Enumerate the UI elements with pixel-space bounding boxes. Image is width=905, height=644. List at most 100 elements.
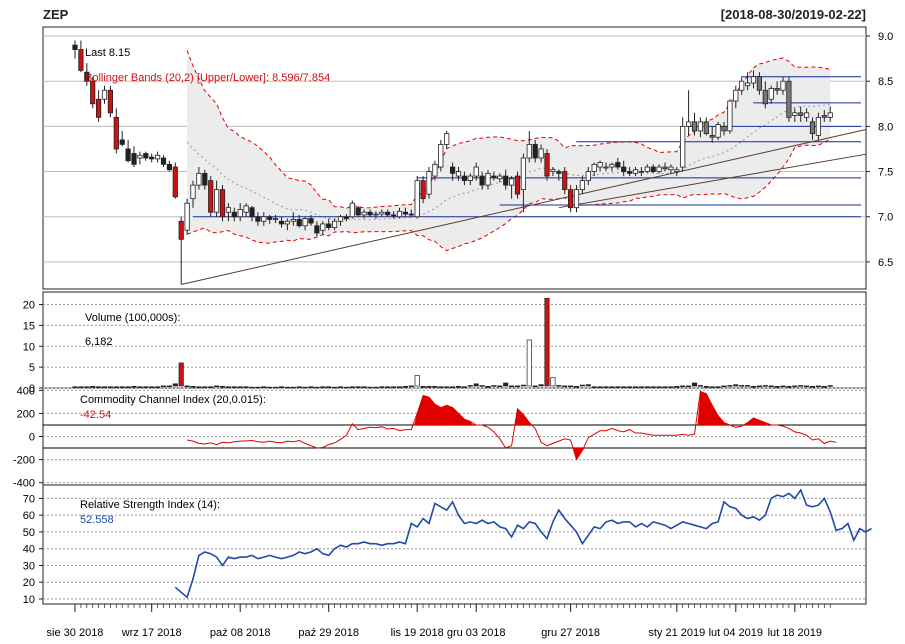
bollinger-upper-line: [186, 50, 831, 209]
candle-body: [444, 133, 450, 145]
vol-tick-label: 0: [29, 383, 35, 395]
volume-bar: [349, 386, 355, 388]
candle-body: [556, 171, 562, 174]
candle-body: [414, 180, 420, 218]
volume-bar: [137, 386, 143, 388]
cci-overbought-fill: [349, 391, 769, 425]
price-frame: [42, 26, 867, 290]
volume-bar: [208, 386, 214, 388]
candle-body: [727, 100, 733, 132]
candle-body: [715, 124, 721, 138]
rsi-tick-label: 60: [23, 510, 35, 522]
candle-body: [261, 216, 267, 222]
date-range: [2018-08-30/2019-02-22]: [721, 7, 866, 22]
candle-body: [361, 211, 367, 216]
volume-bar: [568, 385, 574, 388]
volume-bar: [703, 385, 709, 388]
volume-bar: [261, 386, 267, 388]
candle-body: [137, 154, 143, 159]
volume-bar: [762, 385, 768, 387]
candle-body: [650, 166, 656, 172]
candle-body: [621, 166, 627, 172]
rsi-tick-label: 70: [23, 493, 35, 505]
candle-body: [219, 189, 226, 218]
x-tick-label: wrz 17 2018: [121, 627, 182, 639]
volume-bar: [609, 386, 615, 388]
volume-bar: [337, 386, 344, 388]
volume-bar: [680, 385, 686, 388]
volume-bar: [113, 386, 119, 388]
cci-label: Commodity Channel Index (20,0.015):: [80, 394, 266, 406]
volume-bar: [196, 386, 202, 388]
candle-body: [237, 209, 243, 218]
candle-body: [697, 121, 704, 132]
candle-body: [609, 163, 615, 168]
volume-bar: [656, 386, 662, 388]
candle-body: [762, 89, 768, 105]
candle-body: [267, 216, 273, 220]
volume-bar: [143, 386, 149, 388]
candle-body: [231, 211, 237, 218]
candle-body: [461, 175, 468, 181]
volume-bar: [579, 384, 585, 387]
x-tick-label: paź 29 2018: [298, 627, 359, 639]
candle-body: [479, 175, 485, 186]
volume-bar: [184, 385, 190, 388]
volume-bar: [326, 386, 332, 388]
volume-bar: [450, 386, 456, 388]
volume-bar: [190, 385, 196, 388]
x-tick-label: lis 19 2018: [391, 627, 444, 639]
volume-bar: [101, 386, 108, 388]
candle-body: [449, 166, 456, 174]
candle-body: [691, 121, 698, 132]
volume-value: 6,182: [85, 336, 113, 348]
candle-body: [538, 148, 544, 159]
volume-bar: [290, 386, 296, 389]
price-tick-label: 8.5: [878, 76, 893, 88]
volume-bar: [674, 385, 680, 388]
volume-bar: [367, 386, 373, 389]
candle-body: [296, 219, 302, 227]
candle-body: [467, 175, 473, 181]
volume-bar: [691, 382, 698, 387]
candle-body: [686, 121, 692, 127]
candle-body: [320, 223, 326, 231]
candle-body: [314, 225, 320, 234]
volume-bar: [361, 386, 367, 388]
volume-bar: [697, 385, 703, 387]
cci-oversold-fill: [573, 448, 586, 460]
candle-body: [568, 189, 574, 209]
candle-body: [485, 172, 491, 186]
candle-body: [821, 115, 827, 118]
candle-body: [90, 80, 96, 105]
candle-body: [213, 189, 220, 213]
candle-body: [526, 144, 532, 159]
volume-bar: [473, 383, 479, 387]
candle-body: [184, 202, 190, 231]
candle-body: [668, 166, 674, 171]
candle-body: [703, 121, 709, 135]
vol-tick-label: 20: [23, 300, 35, 312]
candle-body: [101, 89, 108, 100]
volume-bar: [709, 386, 715, 388]
volume-bar: [621, 386, 627, 388]
volume-label: Volume (100,000s):: [85, 312, 180, 324]
volume-bar: [815, 385, 821, 388]
candle-body: [438, 144, 444, 168]
volume-bar: [562, 385, 568, 388]
candle-body: [644, 166, 650, 172]
candle-body: [166, 163, 172, 171]
price-tick-label: 7.5: [878, 167, 893, 179]
candle-body: [84, 71, 90, 82]
volume-bar: [438, 386, 444, 388]
volume-bar: [745, 385, 751, 387]
candle-body: [190, 184, 196, 200]
candle-body: [503, 175, 509, 186]
rsi-value: 52.558: [80, 514, 114, 526]
candle-body: [514, 175, 521, 195]
candle-body: [278, 220, 285, 225]
volume-bar: [225, 386, 231, 388]
volume-bar: [615, 386, 621, 388]
volume-bar: [408, 385, 414, 388]
volume-bar: [308, 386, 314, 388]
